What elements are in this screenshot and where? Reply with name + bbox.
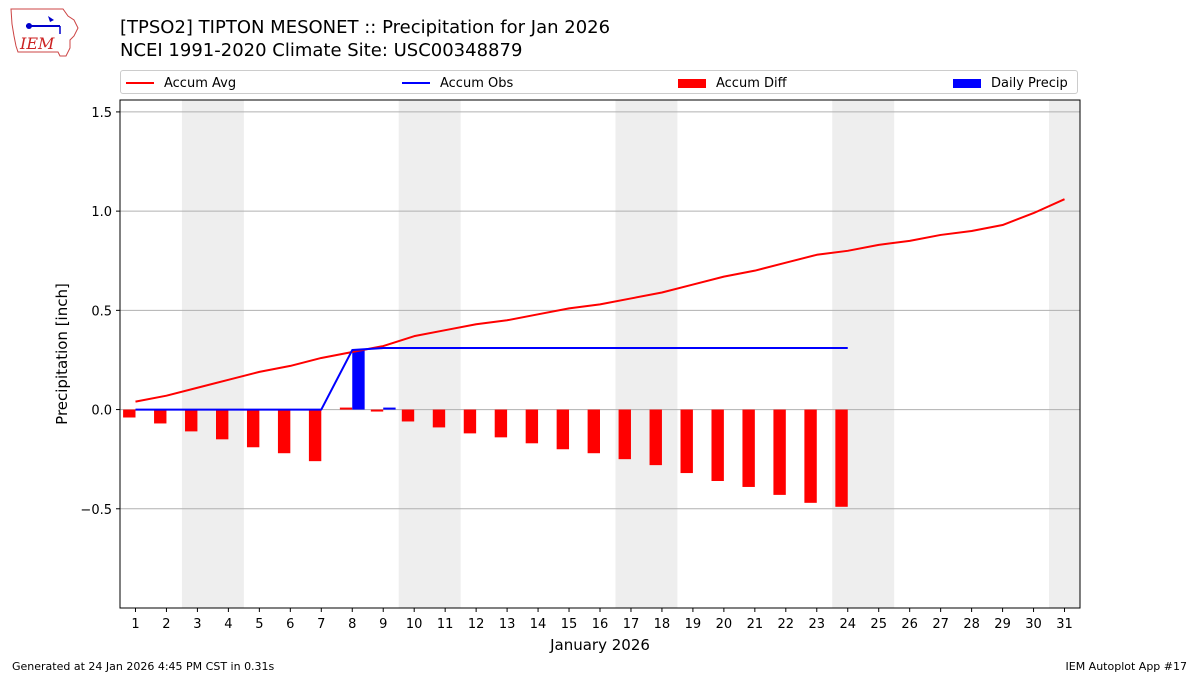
weekend-shade-3 (832, 100, 895, 608)
footer-app: IEM Autoplot App #17 (1065, 660, 1188, 673)
diff-bar (339, 407, 353, 410)
diff-bar (463, 409, 477, 434)
x-tick-label: 27 (932, 617, 949, 632)
y-tick-label: 1.5 (91, 106, 112, 121)
x-tick-label: 22 (778, 617, 795, 632)
x-tick-label: 29 (994, 617, 1011, 632)
diff-bar (556, 409, 570, 450)
weekend-shade-2 (615, 100, 678, 608)
diff-bar (401, 409, 415, 422)
diff-bar (123, 409, 136, 418)
y-axis-label: Precipitation [inch] (53, 283, 71, 425)
diff-bar (246, 409, 260, 448)
diff-bar (308, 409, 322, 462)
legend-patch-swatch (953, 78, 981, 88)
x-tick-label: 2 (162, 617, 170, 632)
x-tick-label: 16 (592, 617, 609, 632)
y-tick-label: 1.0 (91, 205, 112, 220)
plot-frame (119, 99, 1081, 609)
x-tick-label: 28 (963, 617, 980, 632)
diff-bar (525, 409, 539, 444)
x-tick-label: 1 (131, 617, 139, 632)
y-tick-label: 0.0 (91, 404, 112, 419)
weekend-shade-0 (181, 100, 244, 608)
x-tick-label: 26 (901, 617, 918, 632)
diff-bar (370, 409, 384, 412)
x-tick-label: 23 (809, 617, 826, 632)
x-tick-label: 25 (870, 617, 887, 632)
legend-label: Accum Diff (716, 75, 787, 91)
x-tick-label: 5 (255, 617, 263, 632)
weekend-shade-1 (398, 100, 461, 608)
diff-bar (804, 409, 817, 503)
legend-item-accum-obs: Accum Obs (402, 74, 513, 92)
x-tick-label: 13 (499, 617, 516, 632)
x-tick-label: 30 (1025, 617, 1042, 632)
x-tick-label: 4 (224, 617, 232, 632)
logo-text: IEM (19, 34, 55, 53)
x-tick-label: 18 (654, 617, 671, 632)
diff-bar (494, 409, 508, 438)
diff-bar (185, 409, 198, 432)
diff-bar (432, 409, 446, 428)
x-tick-label: 21 (747, 617, 764, 632)
x-tick-label: 11 (437, 617, 454, 632)
diff-bar (277, 409, 291, 454)
legend-item-accum-avg: Accum Avg (126, 74, 236, 92)
diff-bar (649, 409, 662, 466)
iem-logo: IEM (10, 8, 79, 57)
y-tick-label: −0.5 (80, 503, 112, 518)
legend-line-swatch (402, 82, 430, 84)
diff-bar (216, 409, 229, 440)
x-tick-label: 31 (1056, 617, 1073, 632)
chart-title: [TPSO2] TIPTON MESONET :: Precipitation … (120, 17, 611, 38)
x-tick-label: 6 (286, 617, 294, 632)
diff-bar (618, 409, 631, 460)
y-tick-label: 0.5 (91, 304, 112, 319)
diff-bar (154, 409, 167, 424)
weekend-shade-4 (1049, 100, 1080, 608)
x-tick-label: 15 (561, 617, 578, 632)
accum-obs-line (135, 347, 848, 411)
legend-label: Accum Avg (164, 75, 237, 91)
diff-bar (711, 409, 724, 481)
diff-bar (742, 409, 755, 487)
legend-item-accum-diff: Accum Diff (678, 74, 787, 92)
x-axis-label: January 2026 (549, 636, 650, 654)
x-tick-label: 24 (839, 617, 856, 632)
chart-subtitle: NCEI 1991-2020 Climate Site: USC00348879 (120, 40, 523, 61)
legend: Accum Avg Accum Obs Accum Diff Daily Precip (120, 70, 1078, 94)
x-tick-label: 3 (193, 617, 201, 632)
legend-label: Daily Precip (991, 75, 1068, 91)
daily-precip-bar (352, 350, 365, 410)
x-tick-label: 12 (468, 617, 485, 632)
legend-item-daily-precip: Daily Precip (953, 74, 1068, 92)
x-tick-label: 9 (379, 617, 387, 632)
x-tick-label: 8 (348, 617, 356, 632)
legend-label: Accum Obs (440, 75, 514, 91)
daily-precip-bar (383, 407, 396, 410)
x-tick-label: 7 (317, 617, 325, 632)
legend-line-swatch (126, 82, 154, 84)
x-tick-label: 17 (623, 617, 640, 632)
footer-generated: Generated at 24 Jan 2026 4:45 PM CST in … (12, 660, 275, 673)
accum-avg-line (135, 198, 1065, 403)
diff-bar (773, 409, 786, 495)
x-tick-label: 19 (685, 617, 702, 632)
diff-bar (587, 409, 600, 454)
x-tick-label: 20 (716, 617, 733, 632)
legend-patch-swatch (678, 78, 706, 88)
diff-bar (680, 409, 693, 474)
x-tick-label: 10 (406, 617, 423, 632)
diff-bar (835, 409, 848, 507)
x-tick-label: 14 (530, 617, 547, 632)
